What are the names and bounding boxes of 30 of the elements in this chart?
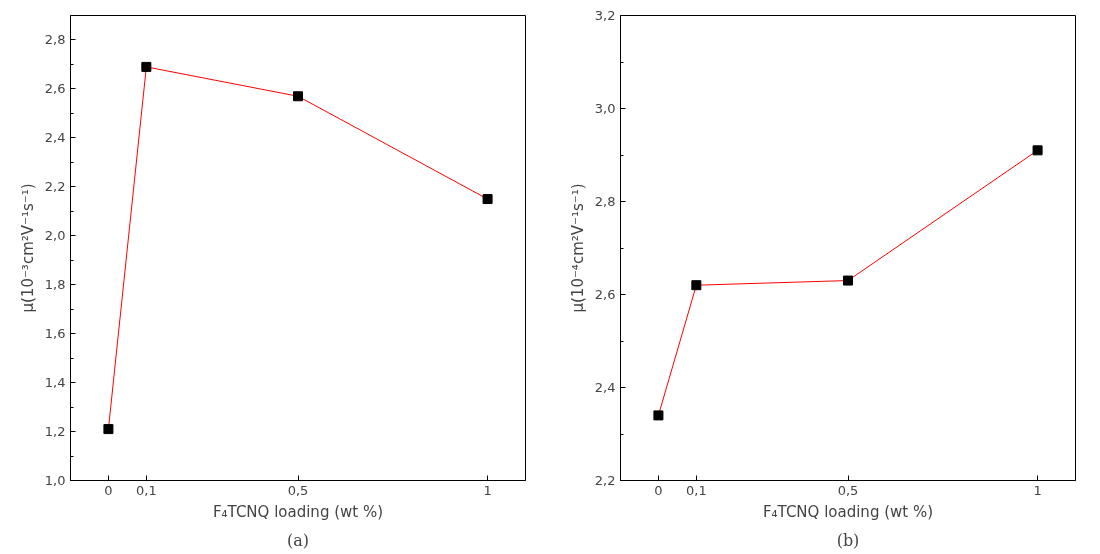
y-tick-label: 1,2 (44, 424, 66, 440)
y-tick-label: 3,2 (594, 8, 616, 23)
x-tick-label: 0,5 (837, 482, 859, 498)
y-axis-title: μ(10⁻⁴cm²V⁻¹s⁻¹) (568, 183, 587, 313)
y-tick-label: 2,4 (594, 380, 616, 395)
y-tick-label: 2,2 (594, 473, 616, 488)
x-tick-label: 0,1 (136, 482, 157, 498)
y-tick-label: 1,4 (44, 375, 66, 391)
y-tick-label: 1,6 (44, 326, 66, 342)
y-tick-label: 2,8 (44, 32, 66, 48)
y-tick-label: 2,0 (44, 228, 66, 244)
y-tick-label: 3,0 (594, 101, 616, 116)
y-tick-label: 2,6 (44, 81, 66, 97)
x-tick-label: 0,5 (287, 482, 309, 498)
x-tick-label: 0,1 (686, 482, 707, 498)
y-tick-label: 1,0 (44, 473, 66, 488)
y-tick-label: 2,6 (594, 287, 616, 302)
y-tick-label: 2,2 (44, 179, 66, 195)
y-tick-label: 2,8 (594, 194, 616, 209)
x-axis-title: F₄TCNQ loading (wt %) (212, 502, 384, 521)
x-tick-label: 0 (654, 482, 663, 498)
y-tick-label: 2,4 (44, 130, 66, 146)
x-tick-label: 0 (104, 482, 113, 498)
y-tick-label: 1,8 (44, 277, 66, 293)
text: (a) (286, 530, 310, 550)
x-tick-label: 1 (1033, 482, 1042, 498)
text: (b) (836, 530, 860, 550)
x-axis-title: F₄TCNQ loading (wt %) (762, 502, 934, 521)
y-axis-title: μ(10⁻³cm²V⁻¹s⁻¹) (18, 183, 37, 313)
x-tick-label: 1 (483, 482, 492, 498)
